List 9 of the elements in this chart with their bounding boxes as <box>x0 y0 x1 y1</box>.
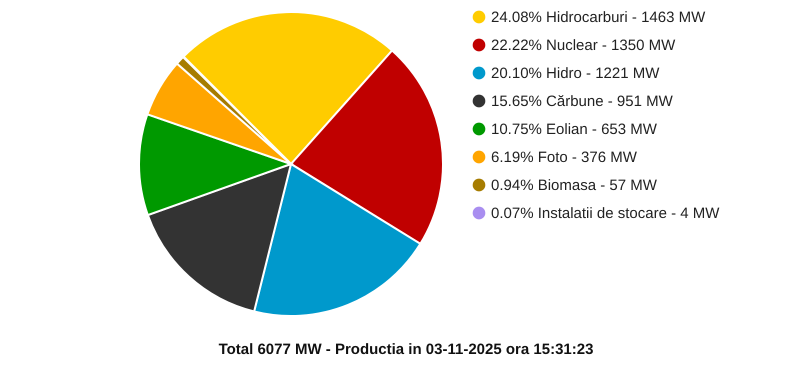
text: Total 6077 MW - Productia in 03-11-2025 ora 15:31:23 <box>218 341 594 358</box>
legend-label: 6.19% Foto - 376 MW <box>491 149 638 166</box>
legend-label: 22.22% Nuclear - 1350 MW <box>491 37 676 54</box>
legend-label: 10.75% Eolian - 653 MW <box>491 121 658 138</box>
legend-label: 15.65% Cărbune - 951 MW <box>491 93 674 110</box>
legend-label: 0.94% Biomasa - 57 MW <box>491 177 658 194</box>
legend-label: 20.10% Hidro - 1221 MW <box>491 65 660 82</box>
legend-label: 0.07% Instalatii de stocare - 4 MW <box>491 205 720 222</box>
legend-label: 24.08% Hidrocarburi - 1463 MW <box>491 9 706 26</box>
